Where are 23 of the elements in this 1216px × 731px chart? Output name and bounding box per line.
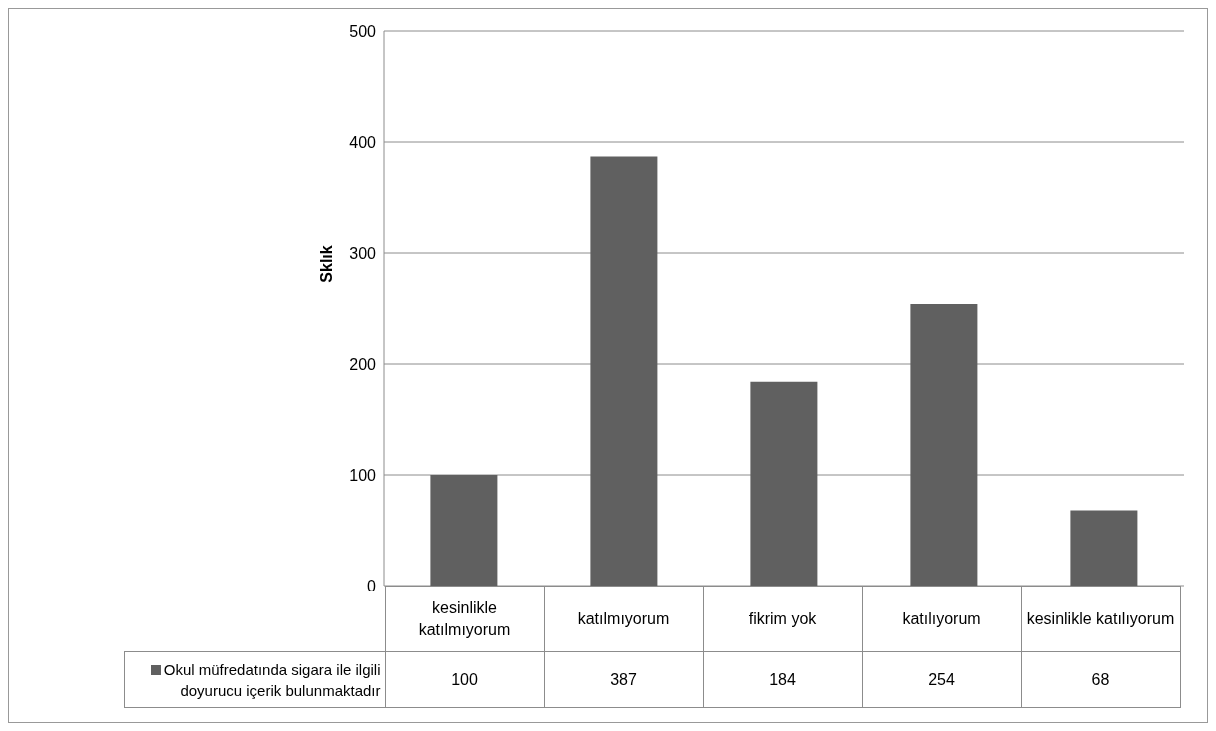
bar	[750, 381, 818, 586]
x-tick-label: katılmıyorum	[544, 586, 703, 652]
x-tick-label: katılıyorum	[862, 586, 1021, 652]
y-tick-label: 0	[367, 577, 377, 595]
y-tick-label: 200	[349, 355, 377, 373]
y-tick-label: 500	[349, 22, 377, 40]
y-tick-label: 300	[349, 244, 377, 262]
x-tick-label: kesinlikle katılıyorum	[1021, 586, 1180, 652]
y-axis-title: Sklık	[318, 245, 336, 283]
bar	[1070, 510, 1138, 586]
data-label: 254	[862, 651, 1021, 708]
data-label: 68	[1021, 651, 1180, 708]
data-label: 184	[703, 651, 862, 708]
legend-label: Okul müfredatında sigara ile ilgili doyurucu içerik bulunmaktadır	[124, 651, 385, 708]
bar	[910, 304, 978, 586]
y-tick-label: 400	[349, 133, 377, 151]
data-label: 387	[544, 651, 703, 708]
bar	[590, 156, 658, 586]
bar	[430, 475, 498, 586]
x-tick-label: fikrim yok	[703, 586, 862, 652]
data-label: 100	[385, 651, 544, 708]
x-tick-label: kesinlikle katılmıyorum	[385, 586, 544, 652]
y-tick-label: 100	[349, 466, 377, 484]
